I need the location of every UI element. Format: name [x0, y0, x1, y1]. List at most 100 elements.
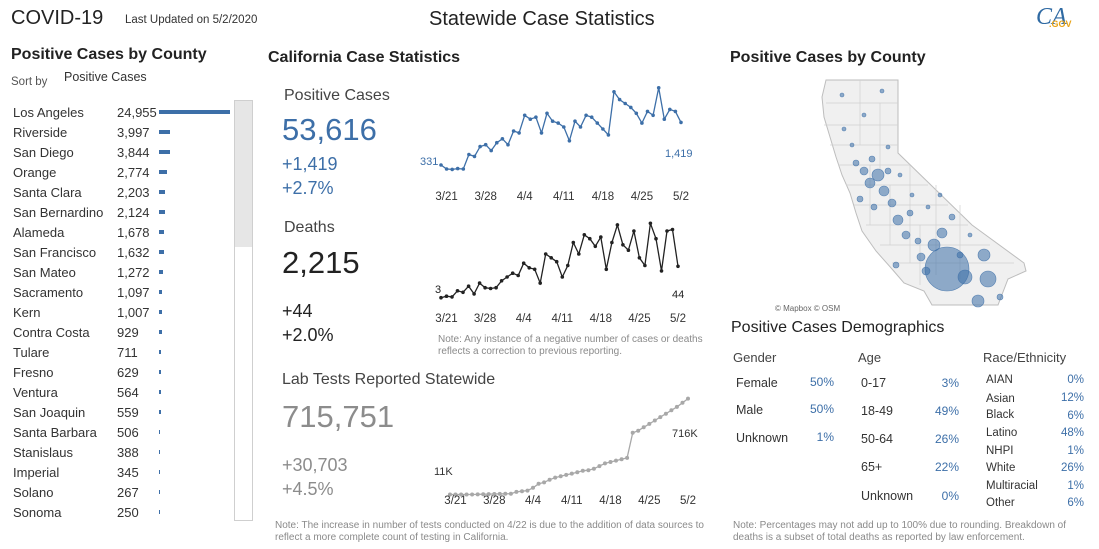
tests-data-point[interactable]	[575, 470, 580, 475]
tests-data-point[interactable]	[486, 492, 491, 497]
county-name[interactable]: Sacramento	[13, 285, 84, 300]
county-bubble[interactable]	[892, 214, 904, 226]
cases-data-point[interactable]	[545, 111, 549, 116]
county-bubble[interactable]	[864, 177, 876, 189]
county-bar[interactable]	[159, 470, 160, 474]
county-name[interactable]: Fresno	[13, 365, 54, 380]
county-name[interactable]: San Francisco	[13, 245, 97, 260]
county-name[interactable]: Contra Costa	[13, 325, 90, 340]
deaths-data-point[interactable]	[444, 294, 449, 299]
cases-data-point[interactable]	[662, 117, 667, 121]
tests-data-point[interactable]	[492, 492, 497, 496]
cases-data-point[interactable]	[483, 142, 488, 147]
county-name[interactable]: Riverside	[13, 125, 68, 140]
deaths-data-point[interactable]	[659, 269, 664, 273]
tests-data-point[interactable]	[569, 471, 574, 476]
tests-data-point[interactable]	[453, 492, 458, 497]
tests-data-point[interactable]	[686, 396, 690, 401]
cases-data-point[interactable]	[556, 121, 560, 125]
county-bubble[interactable]	[852, 159, 860, 167]
deaths-data-point[interactable]	[499, 279, 504, 283]
county-name[interactable]: Santa Barbara	[13, 425, 97, 440]
cases-data-point[interactable]	[640, 121, 644, 125]
deaths-data-point[interactable]	[549, 255, 553, 260]
deaths-data-point[interactable]	[560, 275, 565, 279]
county-bar[interactable]	[159, 450, 161, 454]
tests-data-point[interactable]	[647, 421, 652, 426]
california-map[interactable]	[800, 75, 1040, 310]
county-bar[interactable]	[159, 130, 171, 134]
deaths-data-point[interactable]	[510, 271, 515, 276]
county-scrollbar[interactable]	[234, 100, 253, 521]
county-bubble[interactable]	[979, 270, 997, 288]
cases-data-point[interactable]	[506, 142, 510, 147]
deaths-data-point[interactable]	[676, 264, 680, 269]
county-bar[interactable]	[159, 350, 162, 354]
county-bar[interactable]	[159, 490, 160, 494]
cases-data-point[interactable]	[673, 109, 678, 114]
deaths-data-point[interactable]	[621, 243, 625, 247]
county-bar[interactable]	[159, 170, 167, 174]
deaths-data-point[interactable]	[494, 285, 498, 290]
county-bar[interactable]	[159, 430, 161, 434]
cases-data-point[interactable]	[589, 115, 594, 119]
tests-data-point[interactable]	[597, 464, 602, 469]
ca-gov-logo[interactable]: CA .GOV	[1036, 4, 1086, 36]
county-name[interactable]: Stanislaus	[13, 445, 73, 460]
deaths-data-point[interactable]	[477, 281, 482, 285]
county-name[interactable]: Alameda	[13, 225, 65, 240]
county-bubble[interactable]	[977, 248, 991, 262]
county-bubble[interactable]	[839, 92, 845, 98]
tests-data-point[interactable]	[481, 492, 486, 497]
cases-data-point[interactable]	[478, 144, 482, 149]
county-bubble[interactable]	[927, 238, 941, 252]
cases-data-point[interactable]	[612, 90, 616, 94]
deaths-data-point[interactable]	[599, 235, 603, 239]
deaths-data-point[interactable]	[610, 240, 614, 245]
cases-data-point[interactable]	[578, 125, 583, 129]
cases-data-point[interactable]	[629, 105, 633, 110]
county-bubble[interactable]	[936, 227, 948, 239]
county-bubble[interactable]	[861, 112, 867, 118]
cases-data-point[interactable]	[522, 113, 527, 118]
county-bar[interactable]	[159, 270, 163, 274]
cases-data-point[interactable]	[595, 121, 600, 125]
cases-data-point[interactable]	[623, 101, 627, 106]
county-bubble[interactable]	[956, 251, 964, 259]
county-name[interactable]: Santa Clara	[13, 185, 82, 200]
deaths-data-point[interactable]	[588, 236, 592, 241]
county-bar[interactable]	[159, 230, 164, 234]
county-bubble[interactable]	[967, 232, 973, 238]
deaths-data-point[interactable]	[521, 261, 526, 266]
tests-data-point[interactable]	[591, 466, 596, 471]
tests-data-point[interactable]	[475, 492, 480, 497]
county-bar[interactable]	[159, 310, 162, 314]
cases-data-point[interactable]	[472, 154, 477, 159]
tests-data-point[interactable]	[503, 491, 508, 496]
deaths-data-point[interactable]	[538, 281, 542, 285]
deaths-data-point[interactable]	[516, 273, 520, 278]
tests-data-point[interactable]	[531, 485, 535, 490]
cases-data-point[interactable]	[450, 167, 455, 172]
tests-data-point[interactable]	[586, 468, 591, 473]
deaths-data-point[interactable]	[593, 244, 598, 249]
cases-data-point[interactable]	[606, 133, 611, 137]
county-bubble[interactable]	[871, 168, 885, 182]
tests-data-point[interactable]	[641, 425, 646, 430]
county-bubble[interactable]	[892, 261, 900, 269]
tests-data-point[interactable]	[614, 458, 618, 463]
tests-data-point[interactable]	[680, 400, 685, 405]
deaths-data-point[interactable]	[571, 240, 576, 245]
deaths-data-point[interactable]	[643, 263, 647, 268]
cases-data-point[interactable]	[634, 111, 639, 116]
county-bar[interactable]	[159, 210, 166, 214]
tests-data-point[interactable]	[514, 489, 519, 494]
tests-data-point[interactable]	[625, 455, 630, 460]
county-bar[interactable]	[159, 150, 170, 154]
county-bubble[interactable]	[887, 198, 897, 208]
county-bubble[interactable]	[957, 269, 973, 285]
deaths-data-point[interactable]	[566, 263, 570, 268]
deaths-data-point[interactable]	[648, 221, 653, 226]
tests-data-point[interactable]	[636, 428, 641, 433]
cases-data-point[interactable]	[668, 107, 672, 112]
